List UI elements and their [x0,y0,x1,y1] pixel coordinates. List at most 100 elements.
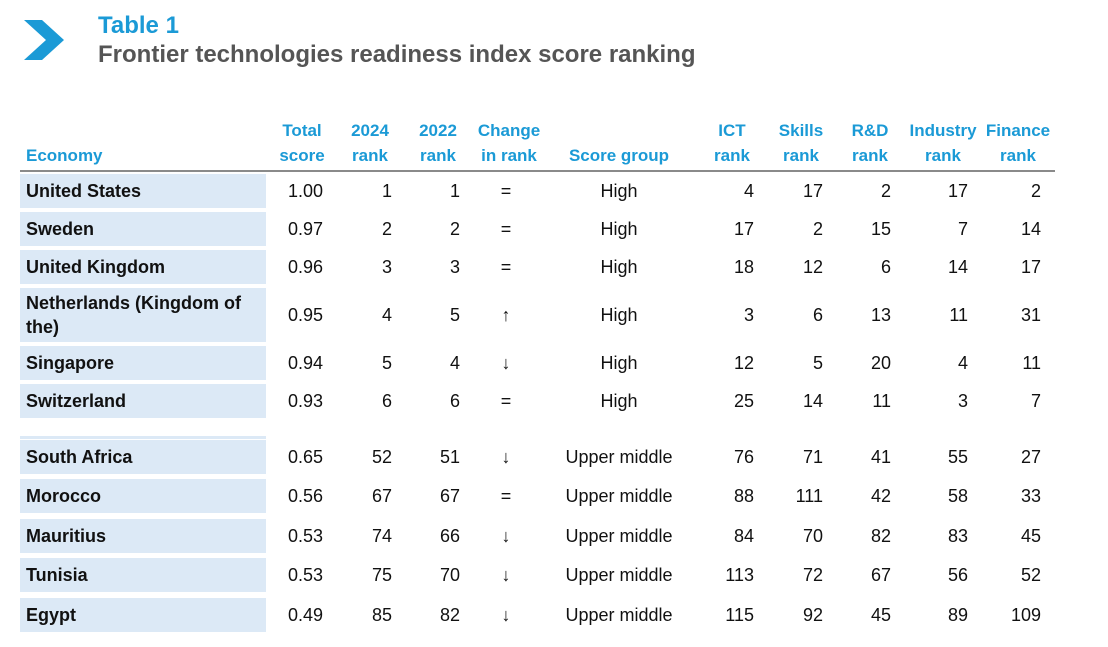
cell-rd-rank: 6 [880,257,891,277]
header-rule [20,170,1055,172]
cell-total-score: 0.53 [287,526,323,546]
cell-rank-2022: 5 [449,305,460,325]
cell-industry-rank: 11 [949,305,968,325]
cell-ict-rank: 18 [733,257,754,277]
cell-total-score: 0.94 [287,353,323,373]
cell-industry-rank: 14 [947,257,968,277]
table-row: United States 1.00 1 1 = High 4 17 2 17 2 [0,174,1108,208]
header-rd-rank: R&D rank [851,121,889,165]
cell-rank-2024: 52 [371,447,392,467]
cell-rank-2022: 4 [449,353,460,373]
cell-rank-2022: 2 [449,219,460,239]
cell-finance-rank: 109 [1010,605,1041,625]
cell-finance-rank: 7 [1030,391,1041,411]
cell-industry-rank: 3 [957,391,968,411]
cell-ict-rank: 25 [733,391,754,411]
group-divider [20,436,266,439]
cell-rd-rank: 41 [870,447,891,467]
cell-change-in-rank: ↓ [501,526,511,546]
cell-score-group: High [600,181,638,201]
cell-ict-rank: 115 [725,605,754,625]
cell-rd-rank: 11 [872,391,891,411]
cell-rank-2024: 3 [381,257,392,277]
cell-skills-rank: 2 [812,219,823,239]
table-row: Sweden 0.97 2 2 = High 17 2 15 7 14 [0,212,1108,246]
cell-finance-rank: 11 [1022,353,1041,373]
cell-change-in-rank: ↓ [501,353,511,373]
cell-finance-rank: 2 [1030,181,1041,201]
cell-economy: Singapore [20,346,266,380]
chevron-logo-icon [24,20,64,60]
cell-rank-2022: 66 [439,526,460,546]
cell-economy: United Kingdom [20,250,266,284]
header-ict-rank: ICT rank [714,121,750,165]
cell-change-in-rank: = [500,181,512,201]
cell-score-group: High [600,257,638,277]
cell-score-group: High [600,353,638,373]
cell-rank-2022: 1 [449,181,460,201]
cell-ict-rank: 76 [733,447,754,467]
cell-rd-rank: 45 [870,605,891,625]
cell-finance-rank: 31 [1020,305,1041,325]
cell-change-in-rank: ↓ [501,605,511,625]
cell-rd-rank: 13 [870,305,891,325]
cell-ict-rank: 12 [733,353,754,373]
cell-economy: Sweden [20,212,266,246]
cell-industry-rank: 56 [947,565,968,585]
cell-change-in-rank: = [500,486,512,506]
cell-total-score: 0.96 [287,257,323,277]
cell-economy: Morocco [20,479,266,513]
cell-industry-rank: 17 [947,181,968,201]
cell-rank-2024: 74 [371,526,392,546]
cell-skills-rank: 71 [802,447,823,467]
cell-ict-rank: 113 [725,565,754,585]
table-row: South Africa 0.65 52 51 ↓ Upper middle 76 71 41 5… [0,440,1108,474]
cell-rank-2022: 82 [439,605,460,625]
cell-skills-rank: 14 [802,391,823,411]
cell-change-in-rank: ↑ [501,305,511,325]
cell-ict-rank: 4 [743,181,754,201]
cell-total-score: 0.65 [287,447,323,467]
cell-skills-rank: 6 [812,305,823,325]
cell-rank-2024: 1 [381,181,392,201]
header-skills-rank: Skills rank [778,121,824,165]
header-total-score: Total score [279,121,325,165]
header-score-group: Score group [568,146,670,165]
cell-change-in-rank: = [500,257,512,277]
cell-rank-2024: 2 [381,219,392,239]
cell-economy: Tunisia [20,558,266,592]
cell-industry-rank: 89 [947,605,968,625]
cell-rank-2024: 85 [371,605,392,625]
cell-rd-rank: 67 [870,565,891,585]
cell-ict-rank: 88 [733,486,754,506]
cell-finance-rank: 45 [1020,526,1041,546]
header-industry-rank: Industry rank [909,121,977,165]
cell-rd-rank: 15 [870,219,891,239]
cell-score-group: Upper middle [565,605,673,625]
cell-total-score: 0.95 [287,305,323,325]
cell-rd-rank: 20 [870,353,891,373]
cell-finance-rank: 27 [1020,447,1041,467]
table-row: Tunisia 0.53 75 70 ↓ Upper middle 113 72 67 56 52 [0,558,1108,592]
cell-rank-2024: 6 [381,391,392,411]
cell-rd-rank: 2 [880,181,891,201]
table-row: Singapore 0.94 5 4 ↓ High 12 5 20 4 11 [0,346,1108,380]
table-label: Table 1 [98,12,179,39]
cell-rank-2022: 6 [449,391,460,411]
cell-skills-rank: 92 [802,605,823,625]
cell-rank-2022: 3 [449,257,460,277]
cell-change-in-rank: = [500,219,512,239]
cell-finance-rank: 14 [1020,219,1041,239]
cell-economy: Netherlands (Kingdom of the) [20,288,266,342]
cell-total-score: 0.56 [287,486,323,506]
cell-industry-rank: 4 [957,353,968,373]
cell-total-score: 0.97 [287,219,323,239]
cell-score-group: Upper middle [565,486,673,506]
cell-rank-2022: 67 [439,486,460,506]
cell-change-in-rank: ↓ [501,565,511,585]
table-row: Switzerland 0.93 6 6 = High 25 14 11 3 7 [0,384,1108,418]
cell-ict-rank: 17 [733,219,754,239]
cell-skills-rank: 72 [802,565,823,585]
cell-skills-rank: 5 [812,353,823,373]
cell-economy: Mauritius [20,519,266,553]
